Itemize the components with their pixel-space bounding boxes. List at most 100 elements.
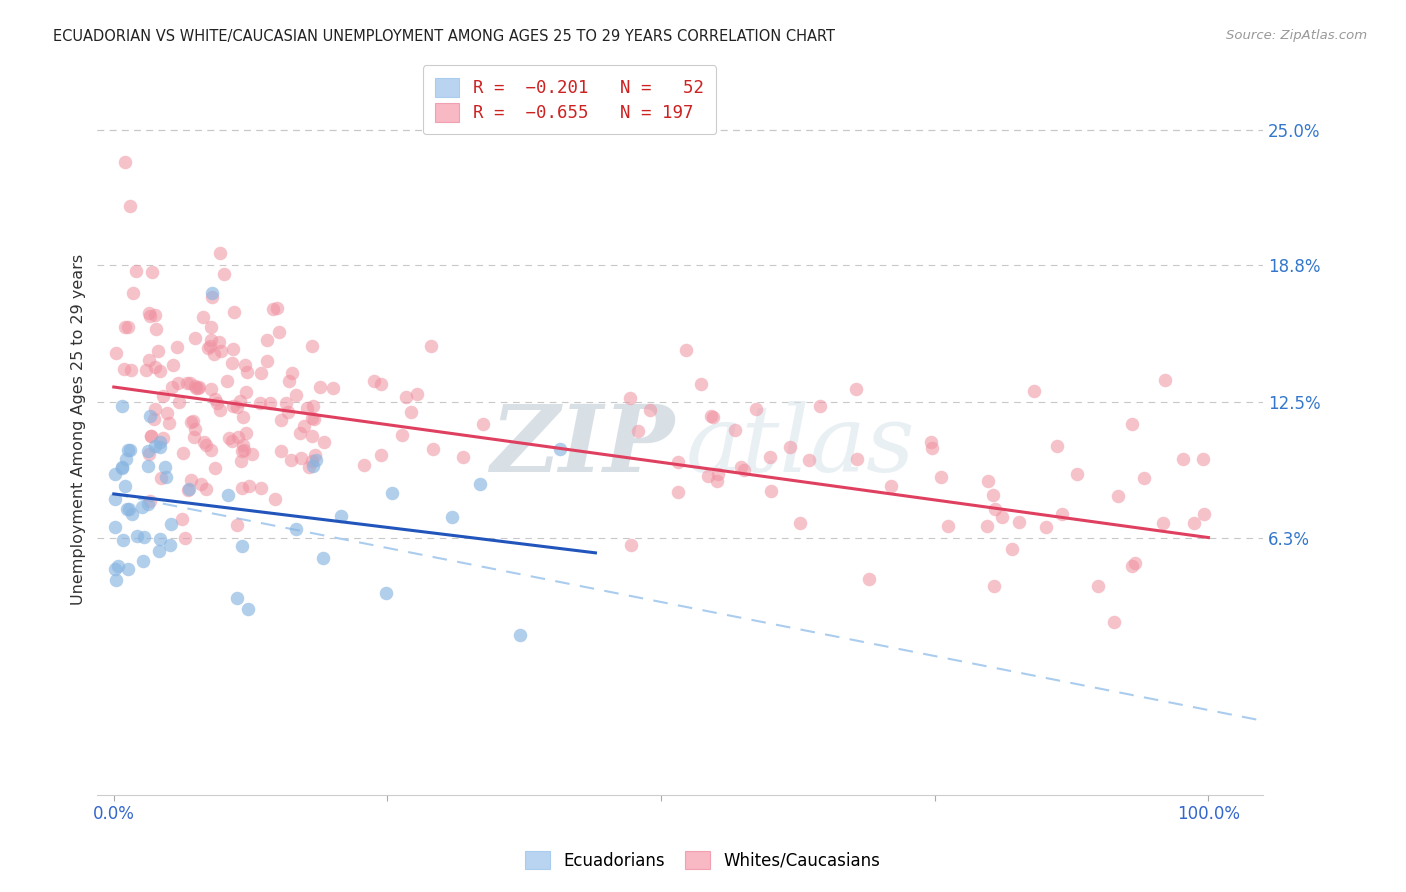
Point: [132, 554, 155, 568]
Point: [395, 391, 418, 405]
Point: [194, 437, 217, 451]
Point: [1121, 417, 1143, 431]
Point: [229, 394, 252, 409]
Point: [107, 559, 129, 574]
Point: [256, 353, 278, 368]
Point: [920, 434, 942, 449]
Text: Source: ZipAtlas.com: Source: ZipAtlas.com: [1226, 29, 1367, 42]
Point: [274, 396, 297, 410]
Point: [114, 479, 136, 493]
Point: [155, 470, 177, 484]
Point: [1153, 374, 1175, 388]
Point: [200, 333, 222, 347]
Point: [264, 491, 287, 506]
Point: [921, 441, 943, 455]
Point: [290, 426, 312, 441]
Point: [148, 343, 170, 358]
Point: [114, 452, 136, 467]
Point: [236, 365, 259, 379]
Point: [148, 544, 170, 558]
Point: [104, 467, 127, 482]
Point: [184, 331, 207, 345]
Point: [298, 460, 321, 475]
Point: [1125, 557, 1147, 571]
Point: [702, 410, 724, 425]
Point: [301, 429, 323, 443]
Point: [172, 446, 194, 460]
Point: [200, 320, 222, 334]
Point: [111, 461, 134, 475]
Point: [114, 155, 136, 169]
Point: [190, 476, 212, 491]
Point: [141, 429, 163, 443]
Point: [292, 419, 315, 434]
Point: [231, 443, 253, 458]
Point: [138, 309, 160, 323]
Point: [309, 380, 332, 394]
Point: [149, 532, 172, 546]
Point: [304, 453, 326, 467]
Point: [222, 305, 245, 319]
Point: [177, 483, 200, 498]
Point: [724, 423, 747, 437]
Point: [122, 286, 145, 301]
Point: [470, 477, 492, 491]
Point: [620, 538, 643, 552]
Point: [1133, 471, 1156, 485]
Point: [138, 459, 160, 474]
Point: [200, 442, 222, 457]
Point: [1192, 452, 1215, 467]
Point: [619, 391, 641, 405]
Point: [176, 376, 198, 391]
Point: [204, 392, 226, 407]
Point: [111, 399, 134, 413]
Point: [226, 400, 249, 414]
Point: [139, 429, 162, 443]
Point: [232, 438, 254, 452]
Point: [118, 442, 141, 457]
Point: [1046, 439, 1069, 453]
Point: [266, 301, 288, 315]
Point: [374, 586, 396, 600]
Point: [152, 431, 174, 445]
Point: [136, 444, 159, 458]
Point: [136, 497, 159, 511]
Point: [209, 343, 232, 358]
Point: [187, 380, 209, 394]
Point: [976, 475, 998, 489]
Point: [180, 473, 202, 487]
Point: [401, 405, 423, 419]
Point: [149, 471, 172, 485]
Point: [1066, 467, 1088, 481]
Point: [183, 429, 205, 443]
Point: [198, 339, 221, 353]
Point: [700, 409, 723, 423]
Point: [226, 518, 249, 533]
Point: [548, 442, 571, 457]
Point: [232, 410, 254, 425]
Point: [304, 448, 326, 462]
Point: [231, 539, 253, 553]
Point: [983, 579, 1005, 593]
Point: [201, 286, 224, 301]
Point: [104, 491, 127, 506]
Point: [105, 346, 128, 360]
Point: [929, 470, 952, 484]
Point: [284, 387, 307, 401]
Point: [149, 364, 172, 378]
Point: [301, 459, 323, 474]
Point: [233, 358, 256, 372]
Point: [138, 306, 160, 320]
Point: [441, 509, 464, 524]
Point: [204, 460, 226, 475]
Point: [120, 363, 142, 377]
Point: [285, 522, 308, 536]
Point: [221, 434, 243, 449]
Point: [845, 382, 868, 396]
Point: [127, 529, 149, 543]
Point: [222, 399, 245, 413]
Point: [845, 451, 868, 466]
Point: [277, 404, 299, 418]
Point: [104, 520, 127, 534]
Point: [167, 395, 190, 409]
